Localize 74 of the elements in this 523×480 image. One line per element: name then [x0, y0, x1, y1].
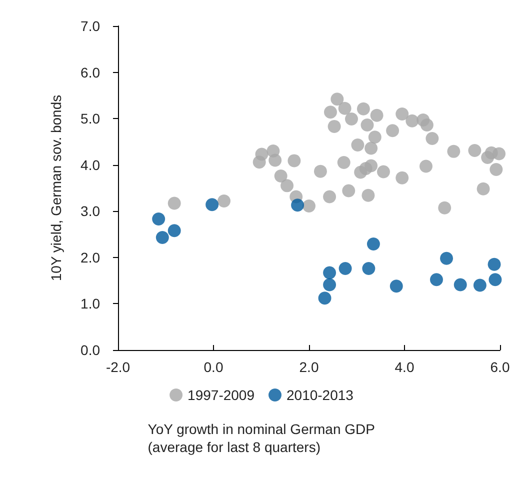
point	[390, 280, 403, 293]
point	[324, 106, 337, 119]
point	[438, 201, 452, 214]
point	[420, 118, 434, 132]
point	[440, 252, 454, 265]
point	[454, 278, 467, 292]
point	[168, 224, 181, 238]
point	[323, 190, 336, 204]
point	[364, 142, 378, 155]
point	[288, 154, 301, 168]
point	[364, 159, 378, 172]
point	[430, 273, 443, 286]
x-tick-label: -2.0	[106, 359, 130, 375]
point	[370, 108, 384, 122]
point	[280, 179, 294, 192]
point	[426, 132, 439, 145]
point	[268, 154, 282, 167]
point	[396, 107, 409, 120]
point	[168, 196, 181, 210]
point	[447, 144, 460, 158]
legend-label: 1997-2009	[188, 387, 255, 403]
point	[492, 147, 506, 160]
point	[323, 266, 336, 280]
point	[420, 160, 432, 173]
point	[360, 118, 374, 132]
point	[330, 92, 344, 106]
point	[337, 156, 350, 170]
y-tick-label: 6.0	[80, 64, 100, 80]
point	[396, 171, 409, 184]
point	[291, 198, 304, 212]
point	[206, 198, 219, 212]
point	[488, 258, 501, 271]
point	[152, 212, 166, 226]
x-tick-label: 4.0	[394, 359, 414, 375]
point	[362, 188, 375, 202]
x-axis-title: YoY growth in nominal German GDP (average for last 8 quarters)	[148, 421, 375, 455]
point	[156, 231, 169, 244]
point	[338, 262, 352, 276]
point	[406, 114, 419, 128]
point	[318, 292, 332, 305]
x-tick-label: 6.0	[490, 359, 510, 375]
point	[342, 184, 356, 198]
point	[356, 102, 370, 116]
point	[328, 120, 341, 133]
point	[323, 278, 336, 292]
y-tick-label: 0.0	[80, 342, 100, 358]
y-tick-label: 4.0	[80, 156, 100, 173]
point	[386, 124, 400, 138]
y-tick-label: 2.0	[80, 249, 100, 266]
x-tick-label: 0.0	[204, 359, 224, 375]
x-tick-label: 2.0	[299, 359, 319, 375]
point	[468, 144, 482, 158]
point	[476, 182, 490, 196]
y-tick-label: 7.0	[80, 18, 100, 34]
y-axis-title: 10Y yield, German sov. bonds	[48, 94, 64, 282]
point	[302, 200, 316, 213]
point	[362, 262, 376, 276]
point	[351, 138, 364, 152]
point	[366, 238, 380, 250]
point	[377, 165, 390, 178]
y-tick-label: 1.0	[80, 296, 100, 312]
legend-label: 2010-2013	[286, 387, 354, 403]
y-tick-label: 3.0	[80, 203, 100, 220]
point	[345, 112, 358, 126]
point	[488, 273, 502, 286]
point	[218, 194, 231, 208]
point	[338, 102, 352, 115]
point	[314, 164, 327, 178]
point	[368, 130, 382, 144]
point	[252, 156, 266, 169]
point	[473, 278, 486, 292]
y-tick-label: 5.0	[80, 110, 100, 127]
point	[274, 169, 288, 182]
point	[490, 162, 503, 176]
